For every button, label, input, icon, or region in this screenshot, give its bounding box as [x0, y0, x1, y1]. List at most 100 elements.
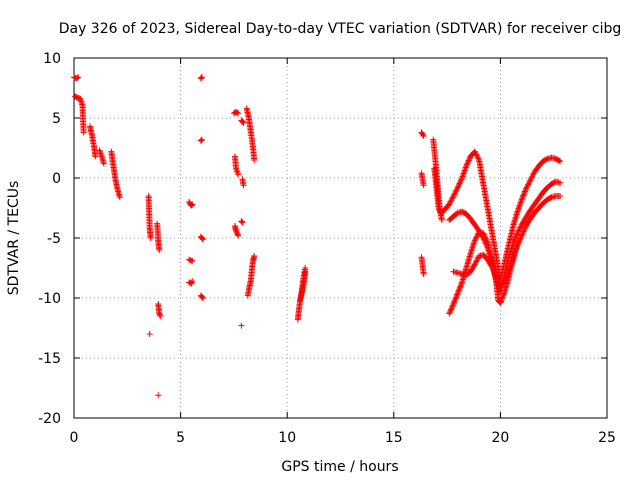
data-point: [474, 255, 481, 262]
data-point: [450, 301, 457, 307]
data-point: [481, 232, 488, 239]
data-point: [473, 258, 480, 265]
data-point: [454, 290, 461, 297]
data-point: [455, 181, 462, 188]
data-point: [466, 156, 473, 163]
data-point: [447, 198, 454, 205]
data-point: [522, 187, 529, 194]
data-point: [453, 292, 460, 299]
data-point: [454, 291, 461, 298]
data-point: [448, 306, 455, 313]
data-point: [516, 226, 523, 232]
data-point: [464, 160, 471, 167]
data-point: [188, 202, 195, 208]
data-point: [238, 218, 245, 225]
data-point: [457, 283, 464, 290]
data-point: [302, 268, 309, 275]
data-point: [74, 74, 81, 81]
data-point: [188, 202, 195, 209]
data-point: [198, 74, 205, 81]
data-point: [251, 157, 258, 163]
data-point: [446, 309, 453, 316]
data-point: [516, 236, 523, 243]
chart-title: Day 326 of 2023, Sidereal Day-to-day VTE…: [59, 21, 622, 37]
y-tick-label: 0: [52, 171, 61, 187]
data-point: [471, 237, 478, 244]
data-point: [471, 262, 478, 269]
data-point: [520, 191, 527, 198]
data-point: [517, 235, 524, 242]
data-point: [520, 192, 527, 199]
data-point: [450, 193, 457, 199]
data-point: [240, 119, 247, 126]
data-point: [519, 195, 526, 202]
data-point: [199, 295, 206, 301]
data-point: [514, 230, 521, 237]
y-tick-label: 5: [52, 111, 61, 127]
data-point: [513, 231, 520, 238]
data-point: [199, 294, 206, 301]
data-point: [519, 229, 526, 236]
data-point: [521, 188, 528, 195]
data-point: [198, 137, 205, 144]
data-point: [514, 241, 521, 247]
data-point: [473, 152, 480, 159]
data-point: [197, 75, 204, 82]
data-point: [251, 253, 258, 259]
data-point: [238, 218, 245, 225]
y-tick-label: -15: [38, 351, 61, 367]
data-point: [453, 187, 460, 194]
data-point: [235, 171, 242, 178]
data-point: [155, 392, 162, 399]
data-point: [511, 236, 518, 243]
data-point: [457, 179, 464, 186]
data-point: [522, 224, 529, 231]
data-point: [147, 235, 154, 241]
data-point: [513, 232, 520, 239]
data-point: [465, 157, 472, 164]
data-point: [525, 180, 532, 187]
data-point: [521, 225, 528, 232]
data-point: [500, 293, 507, 300]
x-tick-label: 20: [491, 430, 509, 446]
grid-lines: [74, 58, 607, 418]
data-point: [456, 180, 463, 187]
data-point: [480, 231, 487, 238]
data-point: [473, 151, 480, 158]
x-axis-label: GPS time / hours: [281, 459, 398, 475]
data-point: [517, 224, 524, 231]
data-point: [525, 181, 532, 188]
data-point: [438, 217, 445, 223]
data-point: [116, 194, 123, 201]
data-point: [458, 176, 465, 183]
data-point: [451, 298, 458, 305]
data-point: [473, 234, 480, 241]
data-point: [451, 190, 458, 197]
data-point: [557, 158, 564, 165]
data-point: [75, 74, 82, 81]
data-point: [482, 234, 489, 241]
data-point: [80, 129, 87, 136]
y-axis-label: SDTVAR / TECUs: [6, 181, 22, 296]
y-tick-label: 10: [43, 51, 61, 67]
data-point: [497, 298, 504, 305]
data-point: [448, 197, 455, 204]
data-point: [452, 295, 459, 302]
data-point: [471, 261, 478, 268]
data-point: [157, 313, 164, 319]
data-point: [446, 200, 453, 206]
data-point: [483, 238, 490, 245]
data-point: [557, 179, 564, 186]
data-point: [521, 227, 528, 234]
data-point: [520, 228, 527, 235]
data-point: [452, 296, 459, 303]
data-point: [156, 311, 163, 318]
data-point: [419, 131, 426, 138]
data-point: [482, 235, 489, 242]
data-point: [197, 137, 204, 144]
x-tick-label: 0: [70, 430, 79, 446]
data-point: [451, 191, 458, 198]
data-point: [451, 299, 458, 306]
data-point: [499, 294, 506, 301]
data-point: [500, 291, 507, 298]
